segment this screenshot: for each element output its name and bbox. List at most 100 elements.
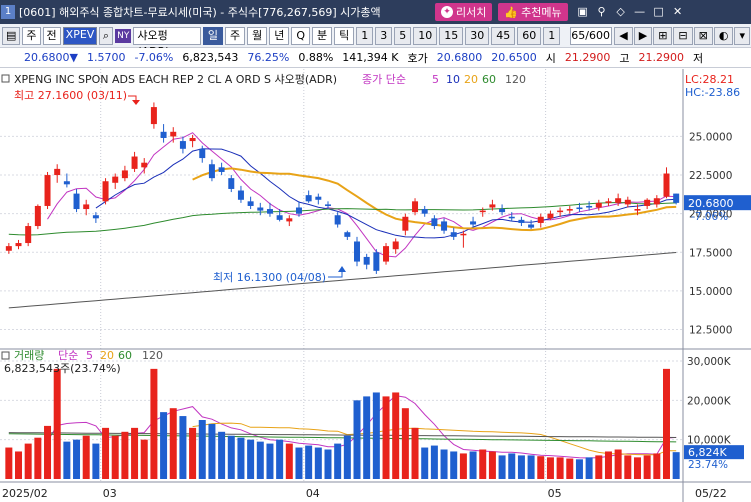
interval-button-0[interactable]: 1 xyxy=(356,26,374,45)
market-type-select[interactable]: 전 xyxy=(42,26,61,45)
volume-tick-label: 20,000K xyxy=(687,395,732,407)
interval-button-6[interactable]: 45 xyxy=(491,26,516,45)
link-icon[interactable]: ⚲ xyxy=(597,5,606,18)
interval-button-4[interactable]: 15 xyxy=(439,26,464,45)
volume-bar xyxy=(440,449,448,479)
interval-button-3[interactable]: 10 xyxy=(413,26,438,45)
volume-bar xyxy=(295,447,303,479)
arrow-up-icon xyxy=(338,266,346,272)
candle-body xyxy=(624,199,631,205)
volume-current-badge-text: 6,824K xyxy=(688,446,727,459)
current-pct-text: -7.06% xyxy=(691,211,728,223)
open-label: 시 xyxy=(545,51,556,65)
toolbar-menu-icon[interactable]: ▤ xyxy=(2,26,21,45)
chart-tool-button-5[interactable]: ◐ xyxy=(713,26,734,45)
ticker-name-field[interactable]: 샤오펑(ADR) xyxy=(133,26,201,58)
volume-bar xyxy=(382,396,390,479)
close-icon[interactable]: ✕ xyxy=(672,5,683,18)
exchange-badge: NY xyxy=(115,28,132,43)
period-button-1[interactable]: 주 xyxy=(224,26,246,45)
bar-count-input[interactable]: 65/600 xyxy=(570,26,613,45)
volume-bar xyxy=(363,396,371,479)
chart-tool-button-1[interactable]: ▶ xyxy=(633,26,653,45)
candle-body xyxy=(354,241,361,262)
search-icon[interactable]: ⌕ xyxy=(98,26,114,45)
window-title: [0601] 해외주식 종합차트-무료시세(미국) - 주식수[776,267,… xyxy=(19,6,381,19)
market-select[interactable]: 주 xyxy=(22,26,41,45)
chart-tool-button-2[interactable]: ⊞ xyxy=(653,26,673,45)
period-button-5[interactable]: 분 xyxy=(312,26,333,45)
volume-bar xyxy=(5,447,13,479)
volume-bar xyxy=(121,431,129,479)
symbol-code-input[interactable]: XPEV xyxy=(62,26,97,45)
maximize-icon[interactable]: □ xyxy=(653,5,664,18)
high-label: 고 xyxy=(619,51,630,65)
interval-button-7[interactable]: 60 xyxy=(517,26,542,45)
x-axis-label: 2025/02 xyxy=(2,487,48,500)
volume-ma-period: 120 xyxy=(142,349,163,362)
candle-body xyxy=(315,196,322,200)
pin-icon[interactable]: ◇ xyxy=(616,5,625,18)
candle-body xyxy=(218,167,225,172)
period-button-2[interactable]: 월 xyxy=(247,26,268,45)
candle-body xyxy=(112,176,119,183)
research-button[interactable]: ✦ 리서치 xyxy=(435,3,493,21)
candle-body xyxy=(489,204,496,208)
candle-body xyxy=(663,173,670,197)
chart-tool-button-4[interactable]: ⊠ xyxy=(693,26,713,45)
candle-body xyxy=(25,226,32,244)
candle-body xyxy=(83,204,90,210)
candle-body xyxy=(373,252,380,271)
volume-bar xyxy=(160,412,168,479)
volume-bar xyxy=(411,427,419,479)
volume-bar xyxy=(343,435,351,479)
recommend-menu-button[interactable]: 👍 추천메뉴 xyxy=(498,3,568,21)
candle-body xyxy=(295,207,302,214)
volume-value: 6,823,543 xyxy=(182,51,239,64)
volume-bar xyxy=(208,423,216,479)
period-button-3[interactable]: 년 xyxy=(269,26,290,45)
bid-price-2: 20.6500 xyxy=(491,51,537,64)
volume-bar xyxy=(15,451,23,479)
turnover-ratio: 0.88% xyxy=(298,51,334,64)
chart-tool-button-0[interactable]: ◀ xyxy=(614,26,633,45)
period-button-0[interactable]: 일 xyxy=(202,26,223,45)
candle-body xyxy=(189,137,196,142)
candle-body xyxy=(537,216,544,223)
volume-bar xyxy=(24,443,32,479)
volume-ma-period: 20 xyxy=(100,349,114,362)
screen-number-badge[interactable]: 1 xyxy=(1,5,15,19)
volume-bar xyxy=(459,453,467,479)
x-axis-label: 05 xyxy=(548,487,562,500)
volume-bar xyxy=(256,441,264,479)
interval-button-2[interactable]: 5 xyxy=(394,26,412,45)
chart-svg[interactable]: 25.0000 22.5000 20.0000 17.5000 15.0000 12.50… xyxy=(0,69,751,502)
chart-tool-button-6[interactable]: ▾ xyxy=(734,26,750,45)
candle-body xyxy=(528,224,535,228)
volume-bar xyxy=(131,427,139,479)
interval-button-5[interactable]: 30 xyxy=(465,26,490,45)
chart-tool-button-3[interactable]: ⊟ xyxy=(673,26,693,45)
volume-bar xyxy=(430,445,438,479)
chart-area[interactable]: 25.0000 22.5000 20.0000 17.5000 15.0000 12.50… xyxy=(0,69,751,502)
tile-window-icon[interactable]: ▣ xyxy=(577,5,588,18)
candle-body xyxy=(412,201,419,213)
recommend-button-label: 추천메뉴 xyxy=(521,6,562,19)
interval-button-8[interactable]: 1 xyxy=(543,26,561,45)
volume-bar xyxy=(469,451,477,479)
period-button-4[interactable]: Q xyxy=(291,26,311,45)
volume-legend: 거래량 단순 5 20 60 120 xyxy=(1,349,163,362)
ma10-line xyxy=(95,148,677,239)
minimize-icon[interactable]: — xyxy=(634,5,646,18)
candle-body xyxy=(208,164,215,179)
price-down-arrow-icon: ▼ xyxy=(69,51,78,64)
security-name: XPENG INC SPON ADS EACH REP 2 CL A ORD S… xyxy=(14,73,337,86)
volume-current-value: 6,823,543주(23.74%) xyxy=(4,362,121,375)
interval-button-1[interactable]: 3 xyxy=(375,26,393,45)
candle-body xyxy=(237,190,244,200)
period-button-6[interactable]: 틱 xyxy=(334,26,355,45)
volume-current-badge xyxy=(684,445,744,460)
volume-bar xyxy=(266,443,274,479)
